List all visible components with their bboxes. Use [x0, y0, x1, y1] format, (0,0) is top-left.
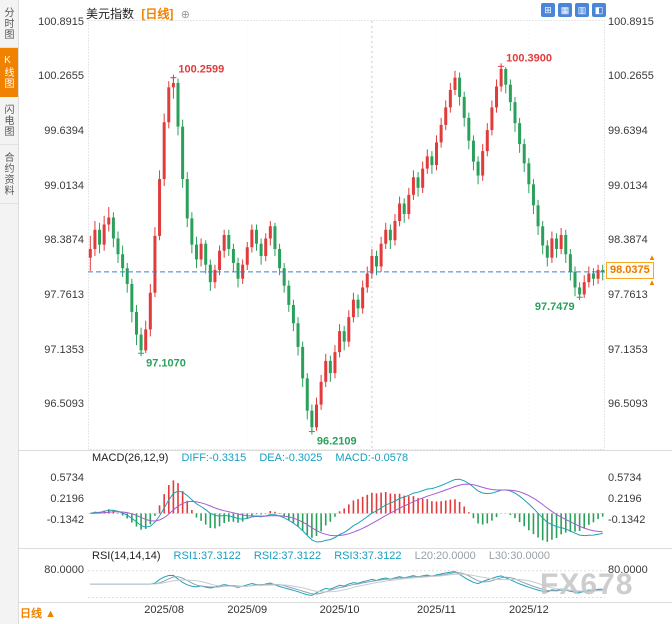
sidebar-tab-lightning[interactable]: 闪电图 — [0, 97, 18, 145]
axis-label: 97.7613 — [608, 289, 648, 302]
macd-chart[interactable] — [88, 466, 605, 546]
axis-label: 96.5093 — [608, 398, 648, 411]
x-axis-label: 2025/10 — [319, 604, 360, 616]
x-axis-label: 2025/11 — [417, 604, 456, 616]
axis-label: 98.3874 — [44, 234, 84, 247]
main-y-axis-right[interactable]: 100.8915 100.2655 99.6394 99.0134 98.3874 97.… — [608, 16, 672, 450]
candles-layer — [88, 66, 605, 432]
rsi-line-3 — [90, 573, 603, 593]
axis-label: 99.0134 — [608, 179, 648, 192]
x-axis: 2025/08 2025/09 2025/10 2025/11 2025/12 — [88, 604, 605, 619]
macd-y-axis-left: 0.5734 0.2196 -0.1342 — [20, 466, 84, 546]
panel-divider — [18, 602, 672, 603]
axis-label: 99.6394 — [608, 124, 648, 137]
macd-dea-line — [90, 483, 603, 537]
price-arrow-up-icon: ▲ — [648, 252, 656, 262]
rsi-y-axis-right: 80.0000 — [608, 564, 672, 602]
x-axis-label: 2025/08 — [144, 604, 185, 616]
macd-macd-value: MACD:-0.0578 — [335, 452, 409, 464]
axis-label: 0.5734 — [50, 472, 84, 485]
macd-diff-value: DIFF:-0.3315 — [181, 452, 247, 464]
macd-y-axis-right: 0.5734 0.2196 -0.1342 — [608, 466, 672, 546]
sidebar-tab-contract-info[interactable]: 合约资料 — [0, 145, 18, 204]
period-tag[interactable]: [日线] — [141, 7, 174, 21]
panel-divider — [18, 548, 672, 549]
left-tab-bar: 分时图 K线图 闪电图 合约资料 — [0, 0, 19, 624]
axis-label: 96.5093 — [44, 398, 84, 411]
rsi-l20-value: L20:20.0000 — [414, 550, 476, 562]
macd-dea-value: DEA:-0.3025 — [259, 452, 323, 464]
line-style-tool-icon[interactable]: ◧ — [592, 3, 606, 17]
axis-label: 0.2196 — [50, 493, 84, 506]
rsi-header[interactable]: RSI(14,14,14) RSI1:37.3122 RSI2:37.3122 … — [92, 550, 550, 562]
price-arrow-up-icon: ▲ — [648, 277, 656, 287]
period-dropdown[interactable]: 日线 ▲ — [20, 605, 56, 621]
axis-label: 100.2655 — [38, 70, 84, 83]
x-axis-label: 2025/12 — [508, 604, 549, 616]
watermark: FX678 — [540, 568, 634, 601]
axis-label: 97.1353 — [44, 343, 84, 356]
rsi2-value: RSI2:37.3122 — [253, 550, 322, 562]
price-annotation: 100.3900 — [506, 52, 552, 64]
macd-diff-line — [90, 478, 603, 543]
panel-divider — [18, 450, 672, 451]
period-dropdown-label: 日线 — [20, 608, 42, 620]
axis-label: 100.2655 — [608, 70, 654, 83]
axis-label: 0.5734 — [608, 472, 642, 485]
macd-params-label: MACD(26,12,9) — [92, 452, 169, 464]
rsi-params-label: RSI(14,14,14) — [92, 550, 161, 562]
macd-header[interactable]: MACD(26,12,9) DIFF:-0.3315 DEA:-0.3025 M… — [92, 452, 408, 464]
axis-label: 80.0000 — [44, 563, 84, 576]
chart-border — [88, 20, 605, 450]
instrument-name: 美元指数 — [86, 7, 135, 21]
x-axis-label: 2025/09 — [227, 604, 268, 616]
price-annotation: 97.1070 — [146, 357, 186, 369]
axis-label: 99.6394 — [44, 124, 84, 137]
candle-style-tool-icon[interactable]: ▥ — [575, 3, 589, 17]
macd-histogram — [94, 480, 604, 542]
rsi3-value: RSI3:37.3122 — [334, 550, 402, 562]
chart-title: 美元指数 [日线] ⊕ — [86, 5, 190, 22]
add-indicator-icon[interactable]: ⊕ — [180, 9, 190, 21]
price-annotation: 97.7479 — [535, 301, 575, 313]
price-annotation: 100.2599 — [178, 64, 224, 76]
axis-label: 97.7613 — [44, 289, 84, 302]
last-price-value: 98.0375 — [606, 261, 654, 279]
rsi-chart[interactable] — [88, 564, 605, 602]
axis-label: 80.0000 — [608, 563, 648, 576]
main-y-axis-left: 100.8915 100.2655 99.6394 99.0134 98.3874 97.… — [20, 16, 84, 450]
main-candle-chart[interactable]: 100.2599 100.3900 97.1070 96.2109 97.7479 — [88, 20, 605, 450]
last-price-tag: ▲ 98.0375 ▲ — [606, 252, 670, 287]
panels-tool-icon[interactable]: ▦ — [558, 3, 572, 17]
chart-toolbar: ⊞ ▦ ▥ ◧ — [538, 3, 606, 17]
axis-label: 100.8915 — [608, 15, 654, 28]
axis-label: 98.3874 — [608, 234, 648, 247]
axis-label: 97.1353 — [608, 343, 648, 356]
sidebar-tab-kline[interactable]: K线图 — [0, 48, 18, 97]
rsi-l30-value: L30:30.0000 — [488, 550, 550, 562]
axis-label: 99.0134 — [44, 179, 84, 192]
sidebar-tab-timeshare[interactable]: 分时图 — [0, 0, 18, 48]
axis-label: 100.8915 — [38, 15, 84, 28]
pan-tool-icon[interactable]: ⊞ — [541, 3, 555, 17]
axis-label: -0.1342 — [46, 514, 84, 527]
axis-label: -0.1342 — [608, 514, 646, 527]
price-annotation: 96.2109 — [317, 436, 357, 448]
rsi1-value: RSI1:37.3122 — [173, 550, 241, 562]
chevron-up-icon: ▲ — [45, 608, 56, 620]
rsi-y-axis-left: 80.0000 — [20, 564, 84, 602]
axis-label: 0.2196 — [608, 493, 642, 506]
